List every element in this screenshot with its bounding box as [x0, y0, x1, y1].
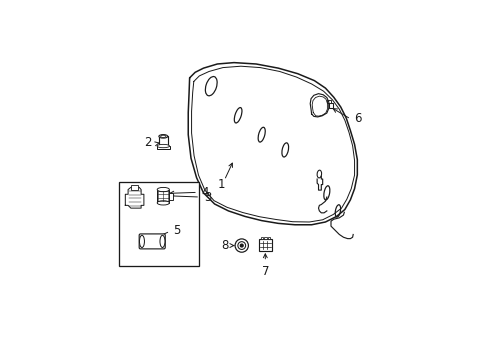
FancyBboxPatch shape — [157, 190, 169, 203]
Text: 6: 6 — [354, 112, 361, 125]
Circle shape — [237, 242, 245, 249]
Text: 4: 4 — [201, 185, 209, 199]
FancyBboxPatch shape — [261, 237, 263, 239]
Circle shape — [235, 239, 248, 252]
FancyBboxPatch shape — [326, 100, 330, 103]
FancyBboxPatch shape — [139, 234, 165, 249]
Text: 7: 7 — [261, 265, 268, 278]
FancyBboxPatch shape — [159, 136, 167, 147]
Text: 1: 1 — [217, 178, 224, 191]
Ellipse shape — [157, 188, 169, 192]
Text: 2: 2 — [144, 136, 151, 149]
Ellipse shape — [159, 135, 167, 138]
Text: 5: 5 — [173, 224, 181, 237]
Ellipse shape — [157, 201, 169, 205]
Text: 3: 3 — [203, 190, 211, 203]
FancyBboxPatch shape — [259, 239, 271, 251]
Circle shape — [240, 244, 243, 247]
Ellipse shape — [157, 144, 169, 148]
FancyBboxPatch shape — [157, 146, 169, 149]
Ellipse shape — [160, 235, 164, 247]
Text: 8: 8 — [221, 239, 228, 252]
FancyBboxPatch shape — [328, 103, 332, 108]
FancyBboxPatch shape — [131, 185, 137, 190]
FancyBboxPatch shape — [168, 193, 173, 200]
Bar — [119, 182, 199, 266]
FancyBboxPatch shape — [264, 237, 266, 239]
FancyBboxPatch shape — [267, 237, 270, 239]
Ellipse shape — [139, 235, 144, 247]
